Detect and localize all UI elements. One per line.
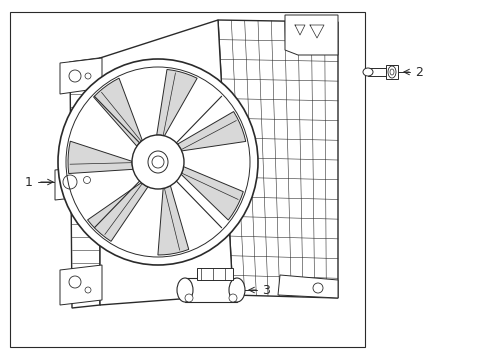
Polygon shape: [93, 78, 142, 146]
Text: 2: 2: [414, 66, 422, 78]
Ellipse shape: [58, 59, 258, 265]
Circle shape: [228, 294, 237, 302]
Polygon shape: [100, 20, 232, 305]
Polygon shape: [68, 141, 133, 174]
Polygon shape: [181, 167, 243, 220]
Text: 1: 1: [25, 176, 33, 189]
Ellipse shape: [387, 66, 395, 78]
Polygon shape: [156, 69, 197, 136]
Polygon shape: [55, 165, 100, 200]
Circle shape: [69, 276, 81, 288]
Polygon shape: [278, 275, 337, 298]
Polygon shape: [60, 265, 102, 305]
Polygon shape: [218, 20, 337, 298]
Bar: [385, 65, 397, 79]
Circle shape: [85, 287, 91, 293]
Ellipse shape: [148, 151, 168, 173]
Circle shape: [63, 175, 77, 189]
Circle shape: [83, 176, 90, 184]
Polygon shape: [87, 183, 147, 241]
Circle shape: [312, 283, 323, 293]
Circle shape: [85, 73, 91, 79]
Bar: [197, 268, 232, 280]
Ellipse shape: [177, 278, 193, 302]
Circle shape: [69, 70, 81, 82]
Polygon shape: [70, 58, 100, 308]
Bar: [367, 68, 385, 76]
Polygon shape: [285, 15, 337, 55]
Bar: [184, 278, 237, 302]
Ellipse shape: [132, 135, 183, 189]
Polygon shape: [177, 112, 245, 151]
Polygon shape: [158, 186, 188, 255]
Polygon shape: [60, 58, 102, 94]
Bar: [10, 12, 364, 347]
Circle shape: [152, 156, 163, 168]
Ellipse shape: [362, 68, 372, 76]
Circle shape: [184, 294, 193, 302]
Text: 3: 3: [262, 284, 269, 297]
Ellipse shape: [228, 278, 244, 302]
